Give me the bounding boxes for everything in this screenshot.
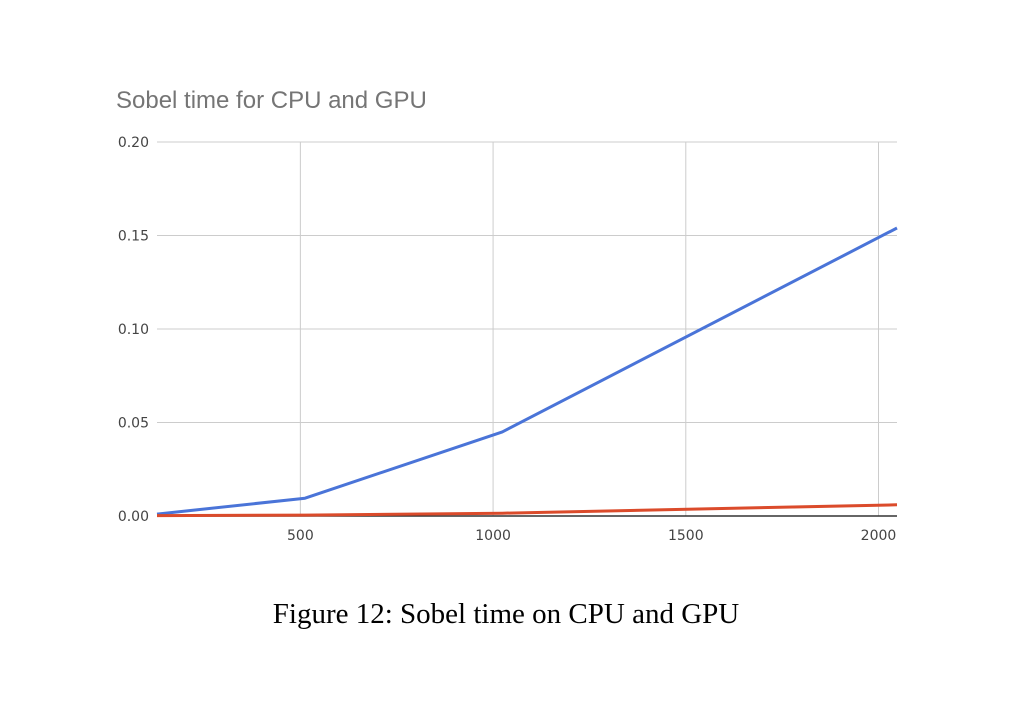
chart-title: Sobel time for CPU and GPU xyxy=(116,87,427,114)
series-line-1 xyxy=(156,226,898,516)
grid-lines xyxy=(157,141,897,516)
y-tick-label: 0.15 xyxy=(118,229,149,245)
line-chart: Sobel time for CPU and GPU 0.000.050.100… xyxy=(116,87,898,544)
y-tick-label: 0.20 xyxy=(118,135,149,151)
y-axis-ticks: 0.00 0.05 0.10 0.15 0.20 xyxy=(118,135,149,525)
x-tick-label: 1000 xyxy=(475,528,511,544)
x-tick-label: 1500 xyxy=(668,528,704,544)
y-tick-label: 0.10 xyxy=(118,322,149,338)
y-tick-label: 0.05 xyxy=(118,416,149,432)
figure-caption: Figure 12: Sobel time on CPU and GPU xyxy=(272,598,740,630)
x-axis-ticks: 500 1000 1500 2000 xyxy=(287,528,896,544)
series-line-2 xyxy=(156,503,898,518)
series-lines xyxy=(156,226,898,518)
y-tick-label: 0.00 xyxy=(118,509,149,525)
x-tick-label: 500 xyxy=(287,528,314,544)
x-tick-label: 2000 xyxy=(861,528,897,544)
